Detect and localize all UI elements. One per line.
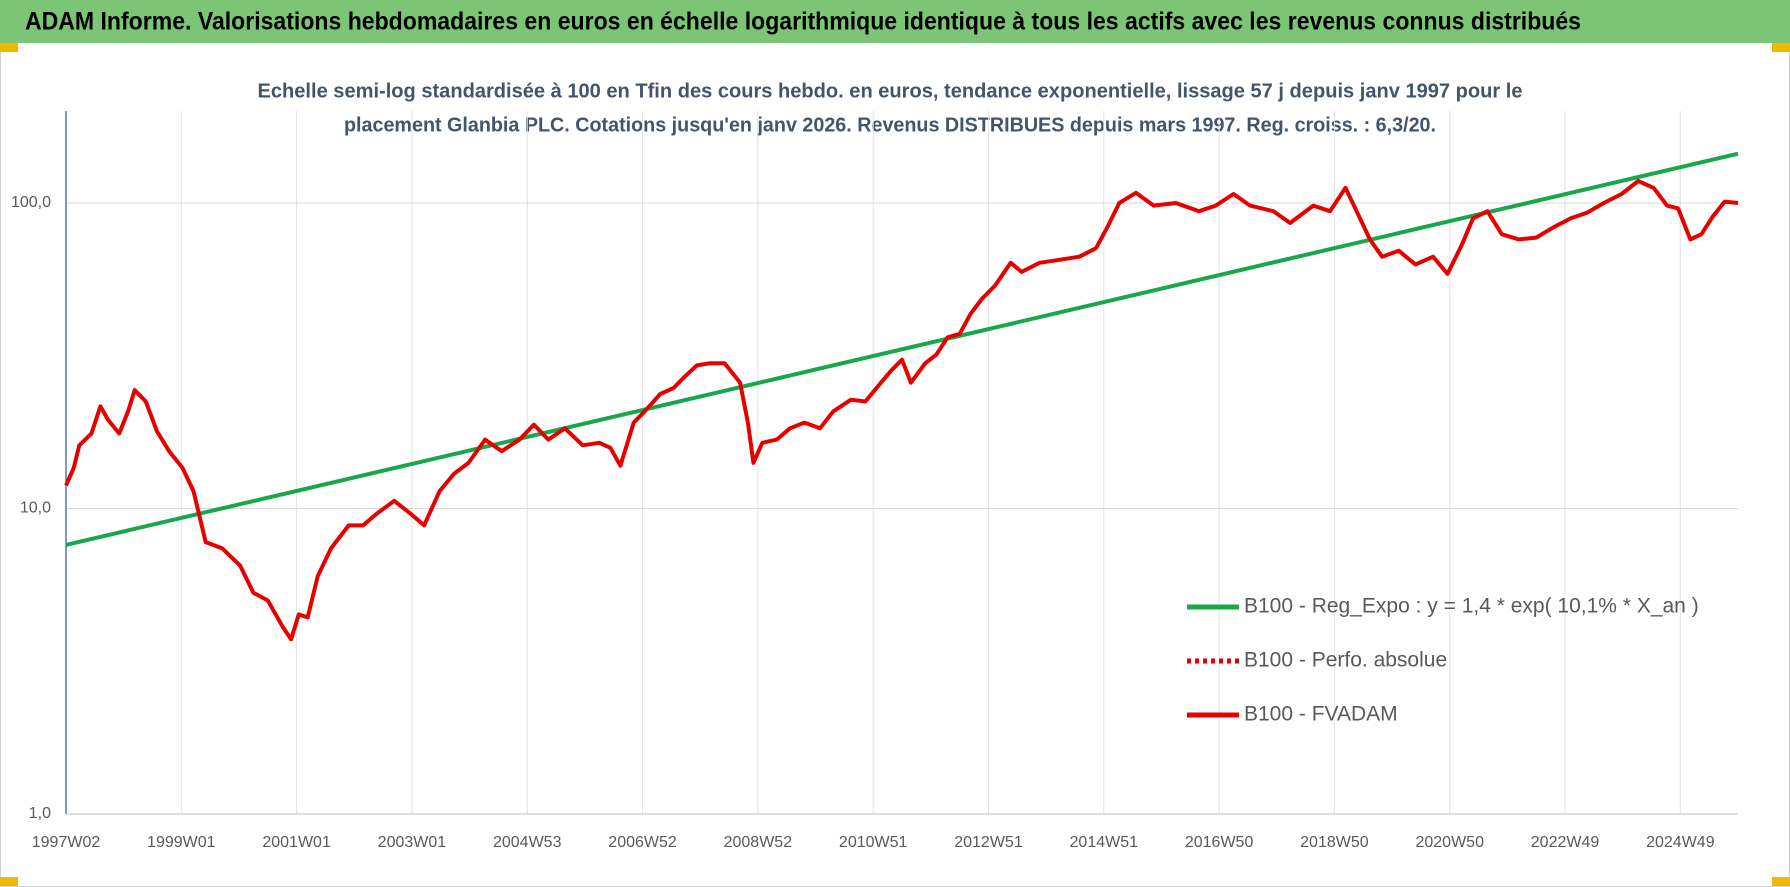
y-tick-label: 1,0 — [29, 805, 51, 822]
corner-mark — [1772, 43, 1790, 52]
y-tick-label: 100,0 — [11, 194, 51, 211]
series-line — [64, 179, 1739, 642]
legend-label: B100 - Perfo. absolue — [1244, 649, 1447, 672]
x-tick-label: 1997W02 — [32, 834, 101, 851]
x-tick-label: 2008W52 — [724, 834, 793, 851]
header-bar — [0, 0, 1790, 43]
x-tick-label: 2003W01 — [378, 834, 447, 851]
x-tick-label: 2016W50 — [1185, 834, 1254, 851]
corner-mark — [0, 877, 18, 886]
x-tick-label: 2022W49 — [1531, 834, 1600, 851]
x-tick-label: 2018W50 — [1300, 834, 1369, 851]
corner-mark — [0, 43, 18, 52]
x-tick-label: 2020W50 — [1415, 834, 1484, 851]
series-line — [65, 151, 1739, 547]
corner-mark — [1772, 877, 1790, 886]
x-tick-label: 2001W01 — [262, 834, 331, 851]
x-tick-label: 2004W53 — [493, 834, 562, 851]
subtitle: Echelle semi-log standardisée à 100 en T… — [258, 80, 1523, 102]
y-tick-label: 10,0 — [20, 500, 51, 517]
x-tick-label: 2006W52 — [608, 834, 677, 851]
subtitle: placement Glanbia PLC. Cotations jusqu'e… — [344, 114, 1436, 136]
x-tick-label: 2014W51 — [1070, 834, 1139, 851]
legend-label: B100 - FVADAM — [1244, 703, 1398, 726]
x-tick-label: 2010W51 — [839, 834, 908, 851]
x-tick-label: 1999W01 — [147, 834, 216, 851]
x-tick-label: 2024W49 — [1646, 834, 1715, 851]
legend-label: B100 - Reg_Expo : y = 1,4 * exp( 10,1% *… — [1244, 595, 1699, 618]
x-tick-label: 2012W51 — [954, 834, 1023, 851]
header-title: ADAM Informe. Valorisations hebdomadaire… — [25, 8, 1581, 36]
